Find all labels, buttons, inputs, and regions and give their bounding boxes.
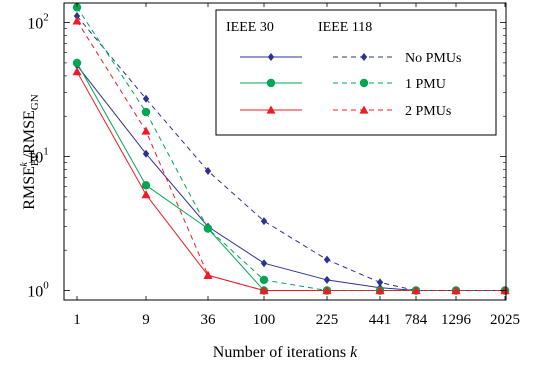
x-tick-label: 2025 (490, 312, 520, 328)
x-axis-label: Number of iterations k (213, 344, 358, 361)
legend-marker-s118-1pmu (359, 78, 369, 88)
data-point (72, 67, 82, 76)
x-tick-label: 1 (73, 312, 81, 328)
legend-header-ieee30: IEEE 30 (226, 20, 274, 35)
y-tick-label: 101 (27, 146, 49, 167)
data-point (376, 278, 384, 287)
x-tick-label: 225 (316, 312, 339, 328)
data-point (204, 167, 212, 176)
y-axis-label: RMSEBPk/RMSEGN (19, 94, 41, 209)
data-point (141, 181, 151, 190)
legend-header-ieee118: IEEE 118 (318, 20, 372, 35)
x-tick-label: 784 (405, 312, 428, 328)
data-point (323, 275, 331, 284)
data-point (73, 11, 81, 20)
legend-rows: No PMUs 1 PMU 2 PMUs (240, 51, 461, 119)
series-s118-2pmu (72, 16, 510, 295)
data-point (203, 224, 213, 233)
data-point (141, 126, 151, 135)
data-point (259, 275, 269, 285)
data-point (260, 217, 268, 226)
legend-marker-s30-none (267, 53, 275, 61)
legend-marker-s118-none (360, 53, 368, 61)
data-point (72, 16, 82, 25)
data-point (411, 286, 421, 295)
plot-layer (72, 3, 510, 295)
data-point (260, 259, 268, 268)
x-tick-label: 9 (142, 312, 150, 328)
legend-marker-s30-2pmu (266, 105, 276, 114)
x-tick-label: 100 (253, 312, 276, 328)
data-point (322, 286, 332, 295)
data-point (141, 190, 151, 199)
legend-marker-s118-2pmu (359, 105, 369, 114)
data-point (259, 286, 269, 295)
data-point (451, 286, 461, 295)
data-point (500, 286, 510, 295)
tick-layer: 1 9 36 100 225 441 784 1296 2025 100 101 102 (27, 3, 520, 328)
legend: IEEE 30 IEEE 118 No PMUs 1 PMU 2 PMUs (215, 9, 497, 136)
data-point (203, 270, 213, 279)
data-point (142, 149, 150, 158)
plot-frame (63, 2, 507, 301)
data-point (142, 94, 150, 103)
legend-label: 1 PMU (405, 77, 446, 92)
legend-box (215, 9, 497, 136)
y-tick-label: 100 (27, 280, 49, 301)
x-tick-label: 36 (201, 312, 217, 328)
data-point (72, 58, 82, 68)
y-tick-label: 102 (27, 12, 49, 33)
legend-label: No PMUs (405, 51, 461, 66)
legend-label: 2 PMUs (405, 104, 451, 119)
data-point (72, 3, 82, 12)
x-tick-label: 441 (369, 312, 392, 328)
x-tick-label: 1296 (441, 312, 472, 328)
data-point (323, 255, 331, 264)
data-point (375, 286, 385, 295)
data-point (141, 107, 151, 117)
legend-marker-s30-1pmu (266, 78, 276, 88)
